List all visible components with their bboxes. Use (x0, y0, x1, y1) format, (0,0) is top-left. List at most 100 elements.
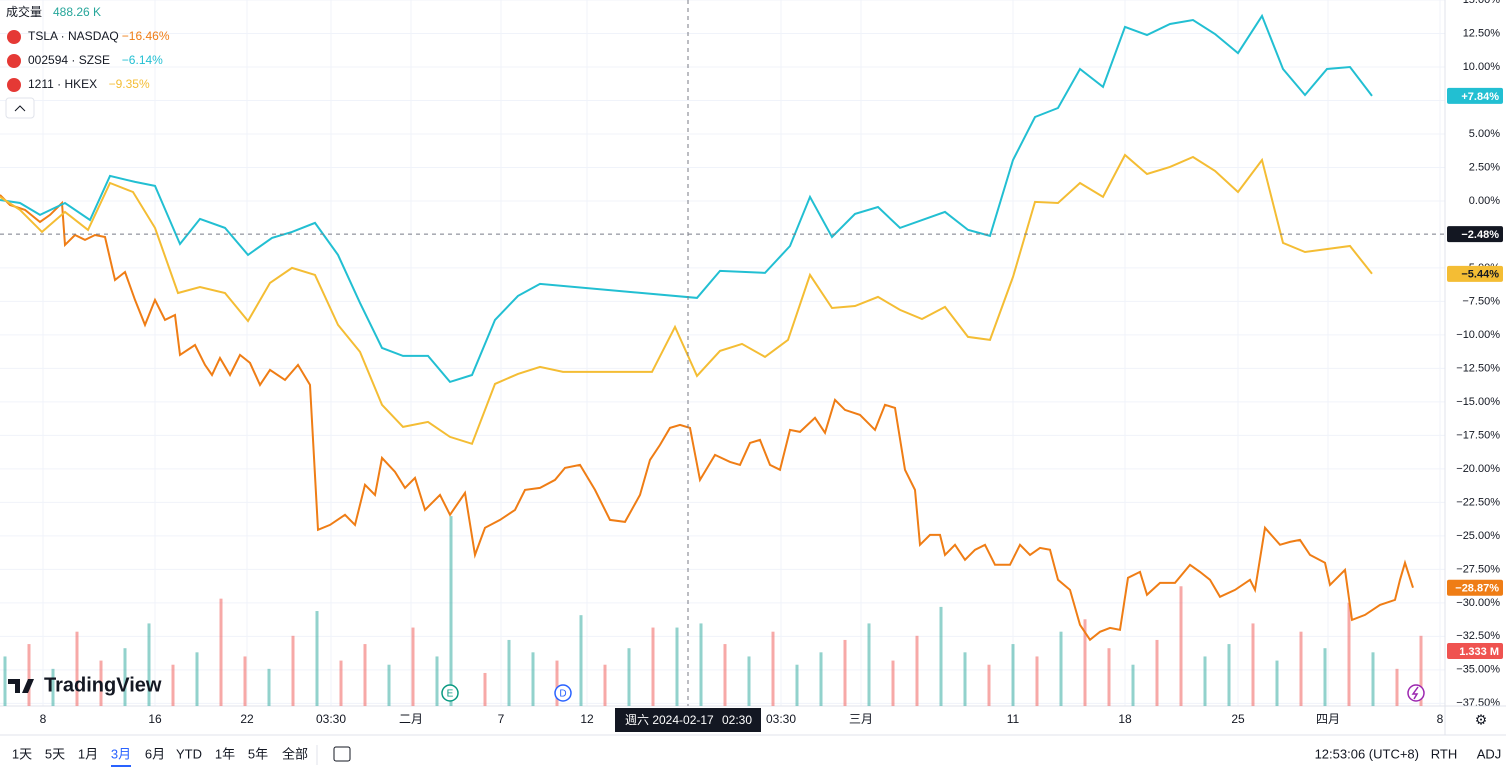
y-tick-label: −25.00% (1456, 530, 1500, 542)
volume-bar (1371, 652, 1375, 706)
range-button[interactable]: 3月 (111, 746, 131, 761)
y-tick-label: 2.50% (1469, 161, 1500, 173)
event-marker[interactable] (554, 684, 572, 702)
volume-bar (171, 664, 175, 706)
volume-bar (507, 639, 511, 706)
series-legend-name: 1211 · HKEX (28, 77, 97, 91)
range-button[interactable]: 5天 (45, 746, 65, 761)
range-button[interactable]: 5年 (248, 746, 268, 761)
y-tick-label: −30.00% (1456, 597, 1500, 609)
crosshair-y-label: −2.48% (1461, 229, 1499, 241)
y-tick-label: 10.00% (1463, 61, 1501, 73)
adjust-toggle[interactable]: ADJ (1477, 746, 1502, 761)
volume-bar (555, 660, 559, 706)
last-value-label: +7.84% (1461, 91, 1499, 103)
volume-bar (51, 668, 55, 706)
y-tick-label: 0.00% (1469, 195, 1500, 207)
volume-bar (1395, 668, 1399, 706)
series-legend-change: −16.46% (122, 29, 170, 43)
volume-bar (891, 660, 895, 706)
y-tick-label: −20.00% (1456, 463, 1500, 475)
x-tick-label: 22 (240, 712, 254, 726)
event-label: E (447, 689, 454, 700)
series-icon (7, 54, 21, 68)
y-tick-label: −15.00% (1456, 396, 1500, 408)
y-tick-label: −27.50% (1456, 563, 1500, 575)
clock[interactable]: 12:53:06 (UTC+8) (1315, 746, 1419, 761)
event-label: D (559, 689, 566, 700)
volume-bar (795, 664, 799, 706)
y-tick-label: −37.50% (1456, 697, 1500, 709)
volume-bar (1275, 660, 1279, 706)
crosshair-x-bg (615, 708, 761, 732)
volume-last-bg (1447, 642, 1503, 659)
x-tick-label: 16 (148, 712, 162, 726)
settings-icon: ⚙ (1475, 712, 1488, 728)
volume-bar (963, 652, 967, 706)
range-button[interactable]: 全部 (282, 746, 308, 761)
volume-legend-name: 成交量 (6, 4, 42, 19)
volume-bar (483, 672, 487, 706)
series-legend-change: −6.14% (122, 53, 163, 67)
volume-bar (1131, 664, 1135, 706)
volume-bar (411, 627, 415, 706)
x-tick-label: 三月 (849, 712, 873, 726)
x-tick-label: 8 (40, 712, 47, 726)
range-button[interactable]: 1天 (12, 746, 32, 761)
volume-bar (267, 668, 271, 706)
volume-bar (387, 664, 391, 706)
range-button[interactable]: 1年 (215, 746, 235, 761)
x-tick-label: 03:30 (766, 712, 796, 726)
range-button[interactable]: YTD (176, 746, 202, 761)
volume-bar (123, 648, 127, 706)
volume-bar (699, 623, 703, 706)
volume-bar (1107, 648, 1111, 706)
volume-bar (1203, 656, 1207, 706)
y-tick-label: −12.50% (1456, 362, 1500, 374)
collapse-legend[interactable] (5, 97, 35, 119)
volume-bar (315, 611, 319, 706)
volume-bar (723, 644, 727, 706)
volume-legend-value: 488.26 K (53, 5, 101, 19)
volume-bar (1251, 623, 1255, 706)
series-icon (7, 30, 21, 44)
y-tick-label: −17.50% (1456, 429, 1500, 441)
volume-bar (435, 656, 439, 706)
x-tick-label: 二月 (399, 712, 423, 726)
volume-bar (99, 660, 103, 706)
logo-text: TradingView (44, 674, 162, 696)
volume-bar (339, 660, 343, 706)
x-tick-label: 18 (1118, 712, 1132, 726)
y-tick-label: −35.00% (1456, 664, 1500, 676)
event-marker[interactable] (441, 684, 459, 702)
crosshair-time: 02:30 (722, 713, 752, 727)
volume-bar (1323, 648, 1327, 706)
alert-icon (1411, 686, 1419, 700)
range-button[interactable]: 1月 (78, 746, 98, 761)
series-icon (7, 78, 21, 92)
volume-bar (1299, 631, 1303, 706)
volume-bar (867, 623, 871, 706)
logo-mark (8, 679, 34, 693)
volume-bar (843, 639, 847, 706)
volume-bar (27, 644, 31, 706)
series-legend-change: −9.35% (109, 77, 150, 91)
volume-bar (651, 627, 655, 706)
x-tick-label: 11 (1007, 712, 1020, 726)
series-legend-name: TSLA · NASDAQ (28, 29, 119, 43)
volume-bar (1059, 631, 1063, 706)
volume-bar (1155, 639, 1159, 706)
last-value-label-bg (1447, 579, 1503, 596)
range-button[interactable]: 6月 (145, 746, 165, 761)
date-range-icon[interactable] (333, 746, 351, 762)
x-tick-label: 四月 (1316, 712, 1340, 726)
volume-bar (747, 656, 751, 706)
session-toggle[interactable]: RTH (1431, 746, 1457, 761)
volume-bar (1083, 619, 1087, 706)
crosshair-date: 週六 2024-02-17 (625, 713, 714, 727)
volume-bar (363, 644, 367, 706)
alert-button[interactable] (1407, 684, 1425, 702)
volume-bar (291, 635, 295, 706)
